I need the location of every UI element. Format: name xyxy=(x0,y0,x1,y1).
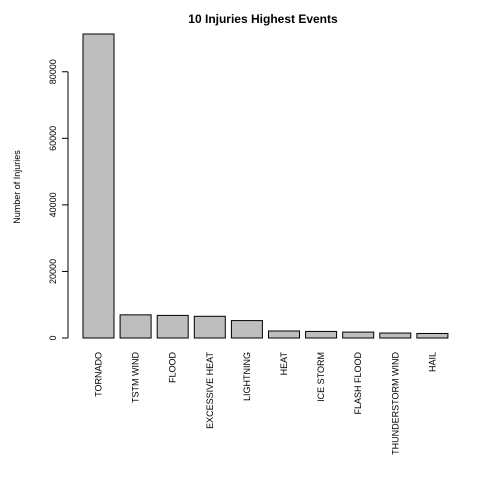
y-axis-label: Number of Injuries xyxy=(12,150,22,224)
y-tick-label: 20000 xyxy=(48,259,58,284)
category-label: HAIL xyxy=(427,352,437,372)
bar-thunderstorm-wind xyxy=(379,332,412,339)
bar-tornado xyxy=(82,33,115,339)
category-label: ICE STORM xyxy=(316,352,326,402)
y-tick-label: 60000 xyxy=(48,126,58,151)
category-label: HEAT xyxy=(279,352,289,376)
category-label: FLASH FLOOD xyxy=(353,352,363,415)
category-label: LIGHTNING xyxy=(242,352,252,401)
bar-tstm-wind xyxy=(119,314,152,339)
category-label: THUNDERSTORM WIND xyxy=(390,352,400,455)
bar-flash-flood xyxy=(342,331,375,339)
bar-ice-storm xyxy=(305,330,338,339)
bar-excessive-heat xyxy=(193,315,226,339)
category-label: FLOOD xyxy=(168,352,178,384)
category-labels: TORNADO TSTM WIND FLOOD EXCESSIVE HEAT LIGHT… xyxy=(94,352,438,455)
y-tick-label: 0 xyxy=(48,335,58,340)
category-label: TSTM WIND xyxy=(131,352,141,403)
bar-flood xyxy=(156,314,189,339)
category-label: EXCESSIVE HEAT xyxy=(205,352,215,429)
chart-title: 10 Injuries Highest Events xyxy=(188,12,338,26)
bars-group xyxy=(82,33,449,339)
y-tick-label: 80000 xyxy=(48,59,58,84)
bar-heat xyxy=(268,330,300,339)
category-label: TORNADO xyxy=(94,352,104,397)
y-axis: 0 20000 40000 60000 80000 xyxy=(48,59,69,341)
bar-hail xyxy=(416,332,449,339)
bar-lightning xyxy=(230,320,263,339)
y-tick-label: 40000 xyxy=(48,192,58,217)
